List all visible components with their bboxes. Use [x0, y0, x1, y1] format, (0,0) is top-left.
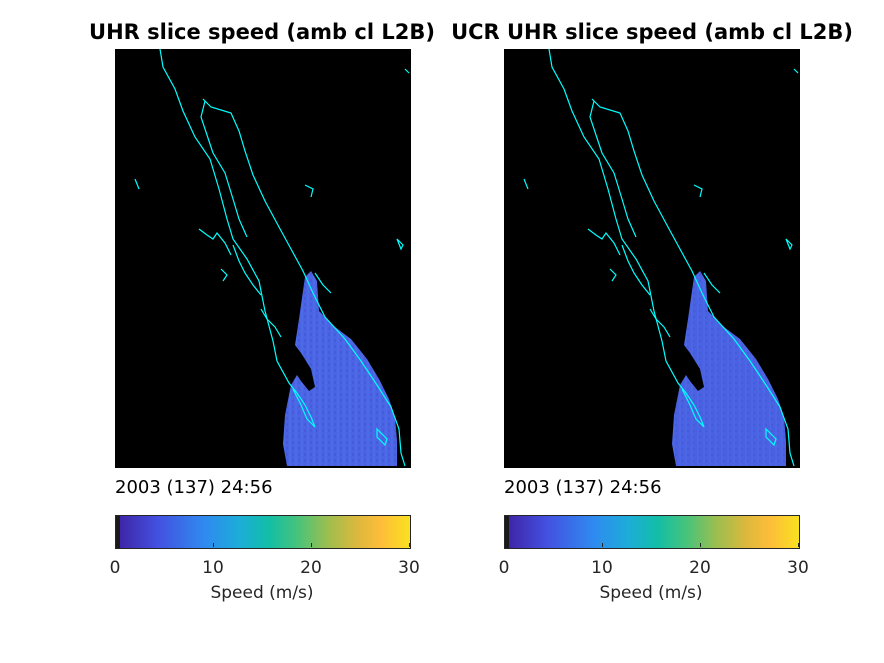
- panel-2-tick-label-0: 0: [498, 558, 510, 578]
- panel-1-timestamp: 2003 (137) 24:56: [115, 477, 273, 498]
- coastline-lines: [523, 49, 799, 467]
- wind-swath: [283, 271, 397, 466]
- panel-1-tick-label-30: 30: [398, 558, 420, 578]
- panel-2-tick-label-30: 30: [787, 558, 809, 578]
- panel-2-tick-mark-30: [798, 543, 799, 547]
- panel-1-tick-mark-10: [213, 543, 214, 547]
- panel-2-tick-mark-10: [602, 543, 603, 547]
- panel-2-title: UCR UHR slice speed (amb cl L2B): [451, 20, 853, 44]
- panel-2-tick-mark-20: [700, 543, 701, 547]
- panel-1-tick-mark-0: [115, 543, 116, 547]
- panel-1-tick-label-10: 10: [202, 558, 224, 578]
- panel-2-tick-label-10: 10: [591, 558, 613, 578]
- panel-2-tick-mark-0: [504, 543, 505, 547]
- panel-1-colorbar-label: Speed (m/s): [210, 583, 314, 603]
- panel-2-tick-label-20: 20: [689, 558, 711, 578]
- coastline-lines: [134, 49, 410, 467]
- wind-swath: [672, 271, 786, 466]
- panel-1-tick-mark-20: [311, 543, 312, 547]
- panel-1-colorbar: [115, 515, 411, 549]
- panel-1-tick-label-0: 0: [109, 558, 121, 578]
- panel-2-colorbar: [504, 515, 800, 549]
- panel-2-map: [504, 49, 800, 468]
- panel-1-title: UHR slice speed (amb cl L2B): [89, 20, 435, 44]
- panel-1-map: [115, 49, 411, 468]
- panel-2-timestamp: 2003 (137) 24:56: [504, 477, 662, 498]
- panel-1-tick-label-20: 20: [300, 558, 322, 578]
- panel-1-tick-mark-30: [409, 543, 410, 547]
- panel-2-colorbar-label: Speed (m/s): [599, 583, 703, 603]
